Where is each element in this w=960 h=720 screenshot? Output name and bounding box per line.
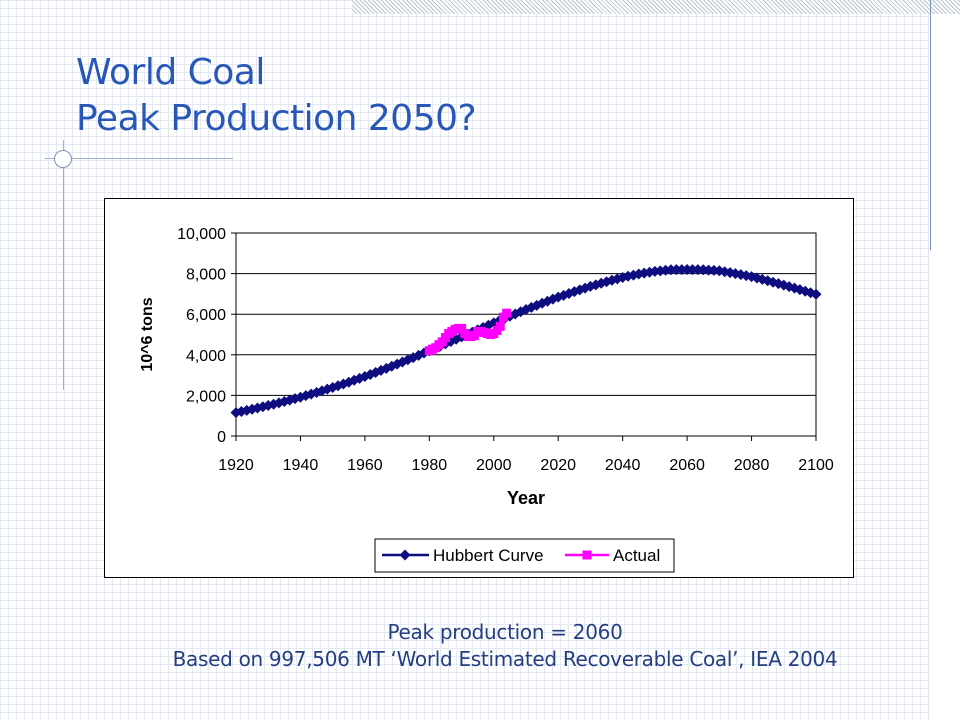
- data-point: [396, 356, 408, 368]
- data-point: [810, 288, 822, 300]
- slide-decor-underline: [45, 158, 233, 159]
- data-point: [246, 403, 258, 415]
- y-tick-label: 8,000: [186, 267, 226, 284]
- data-point: [354, 372, 366, 384]
- data-point: [257, 401, 269, 413]
- data-point: [457, 323, 467, 333]
- data-point: [305, 388, 317, 400]
- chart-legend: Hubbert Curve Actual: [374, 538, 675, 573]
- x-tick-label: 2000: [476, 457, 512, 474]
- data-point: [300, 390, 312, 402]
- source-caption: Based on 997,506 MT ‘World Estimated Rec…: [172, 647, 838, 671]
- data-point: [294, 391, 306, 403]
- x-tick-label: 2100: [798, 457, 834, 474]
- data-point: [633, 268, 645, 280]
- y-axis-label: 10^6 tons: [139, 297, 156, 371]
- chart-frame: 0 2,000 4,000 6,000 8,000 10,000 1920 1940 1960…: [104, 198, 854, 578]
- data-point: [509, 308, 521, 320]
- x-axis-ticks: 1920 1940 1960 1980 2000 2020 2040 2060 2080 2100: [218, 436, 834, 474]
- data-point: [380, 362, 392, 374]
- data-point: [332, 380, 344, 392]
- data-point: [418, 347, 430, 359]
- x-tick-label: 1940: [283, 457, 319, 474]
- plot-area: [235, 232, 817, 437]
- y-tick-label: 2,000: [186, 388, 226, 405]
- x-tick-label: 1980: [412, 457, 448, 474]
- data-point: [262, 400, 274, 412]
- y-tick-label: 10,000: [177, 226, 226, 243]
- data-point: [772, 278, 784, 290]
- peak-production-caption: Peak production = 2060: [387, 620, 623, 644]
- legend-label-hubbert: Hubbert Curve: [433, 546, 544, 565]
- data-point: [729, 268, 741, 280]
- slide-title-line-2: Peak Production 2050?: [76, 98, 477, 139]
- data-point: [495, 321, 505, 331]
- production-chart: 0 2,000 4,000 6,000 8,000 10,000 1920 1940 1960…: [139, 226, 834, 573]
- y-axis-ticks: 0 2,000 4,000 6,000 8,000 10,000: [177, 226, 236, 446]
- data-point: [611, 273, 623, 285]
- data-point: [402, 354, 414, 366]
- y-tick-label: 0: [217, 429, 226, 446]
- x-tick-label: 2060: [669, 457, 705, 474]
- legend-marker-square: [582, 550, 592, 560]
- data-point: [268, 398, 280, 410]
- x-axis-label: Year: [507, 488, 545, 508]
- data-point: [327, 381, 339, 393]
- x-tick-label: 1920: [218, 457, 254, 474]
- x-tick-label: 2080: [734, 457, 770, 474]
- y-tick-label: 4,000: [186, 348, 226, 365]
- data-point: [740, 270, 752, 282]
- slide-decor-ring: [54, 150, 72, 168]
- data-point: [762, 275, 774, 287]
- y-tick-label: 6,000: [186, 307, 226, 324]
- legend-marker-diamond: [399, 549, 411, 561]
- data-point: [708, 264, 720, 276]
- legend-label-actual: Actual: [613, 546, 660, 565]
- series-actual: [424, 308, 512, 356]
- x-tick-label: 2020: [540, 457, 576, 474]
- data-point: [751, 272, 763, 284]
- slide-decor-line: [930, 0, 931, 250]
- x-tick-label: 1960: [347, 457, 383, 474]
- data-point: [579, 282, 591, 294]
- slide-decor-line-left: [63, 140, 64, 390]
- x-tick-label: 2040: [605, 457, 641, 474]
- data-point: [574, 284, 586, 296]
- slide-title: World Coal Peak Production 2050?: [76, 50, 477, 142]
- data-point: [756, 273, 768, 285]
- slide-header-pattern: [352, 0, 960, 14]
- slide-title-line-1: World Coal: [76, 52, 265, 93]
- data-point: [502, 308, 512, 318]
- data-point: [568, 286, 580, 298]
- data-point: [386, 360, 398, 372]
- data-point: [558, 289, 570, 301]
- chart-series: [230, 264, 822, 419]
